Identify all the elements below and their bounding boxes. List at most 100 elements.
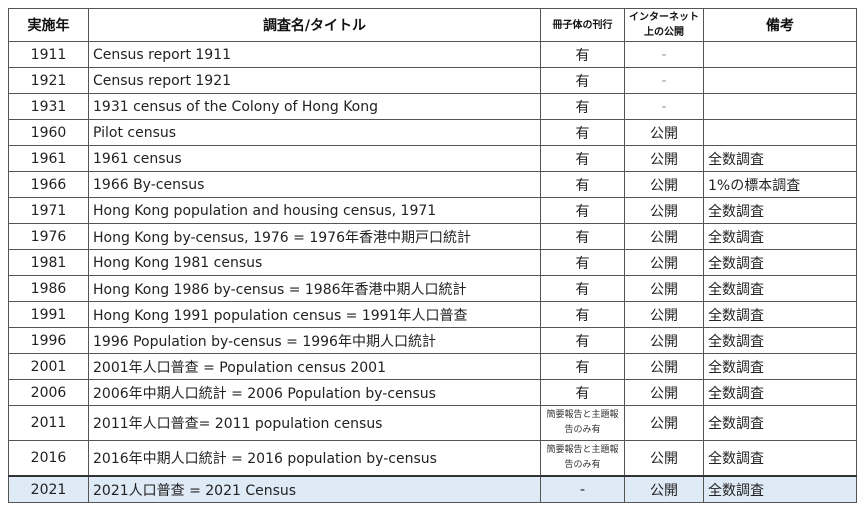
- table-row: 1931 1931 census of the Colony of Hong Ko…: [8, 93, 857, 120]
- title-cell: Hong Kong population and housing census,…: [88, 197, 541, 224]
- table-row: 1991 Hong Kong 1991 population census = 1…: [8, 301, 857, 328]
- year-cell: 1996: [8, 327, 89, 354]
- title-cell: 2011年人口普查= 2011 population census: [88, 405, 541, 441]
- note-cell: 全数調査: [703, 301, 857, 328]
- note-cell: 全数調査: [703, 145, 857, 172]
- note-cell: 全数調査: [703, 327, 857, 354]
- print-cell: 有: [540, 93, 625, 120]
- year-cell: 1971: [8, 197, 89, 224]
- print-cell: 有: [540, 301, 625, 328]
- year-cell: 2011: [8, 405, 89, 441]
- year-cell: 2016: [8, 440, 89, 477]
- year-cell: 1966: [8, 171, 89, 198]
- note-cell: 全数調査: [703, 475, 857, 503]
- note-cell: 全数調査: [703, 405, 857, 441]
- year-cell: 1931: [8, 93, 89, 120]
- note-cell: 全数調査: [703, 440, 857, 477]
- year-cell: 1961: [8, 145, 89, 172]
- title-cell: 2021人口普查 = 2021 Census: [88, 475, 541, 503]
- table-row: 2011 2011年人口普查= 2011 population census 簡要報…: [8, 405, 857, 441]
- title-cell: Hong Kong 1986 by-census = 1986年香港中期人口統計: [88, 275, 541, 302]
- print-cell: -: [540, 475, 625, 503]
- note-cell: 全数調査: [703, 353, 857, 380]
- title-cell: 1961 census: [88, 145, 541, 172]
- year-cell: 1976: [8, 223, 89, 250]
- note-cell: 全数調査: [703, 197, 857, 224]
- year-cell: 1921: [8, 67, 89, 94]
- online-cell: -: [624, 93, 704, 120]
- print-cell: 有: [540, 67, 625, 94]
- note-cell: [703, 119, 857, 146]
- year-cell: 1981: [8, 249, 89, 276]
- table-row: 1921 Census report 1921 有 -: [8, 67, 857, 94]
- print-cell: 有: [540, 249, 625, 276]
- print-cell: 有: [540, 275, 625, 302]
- print-cell: 有: [540, 197, 625, 224]
- title-cell: 2016年中期人口統計 = 2016 population by-census: [88, 440, 541, 477]
- year-cell: 1991: [8, 301, 89, 328]
- online-cell: 公開: [624, 275, 704, 302]
- table-row: 1960 Pilot census 有公開: [8, 119, 857, 146]
- note-cell: 全数調査: [703, 275, 857, 302]
- title-cell: Hong Kong 1981 census: [88, 249, 541, 276]
- table-row: 1971 Hong Kong population and housing cen…: [8, 197, 857, 224]
- online-cell: 公開: [624, 353, 704, 380]
- header-year: 実施年: [8, 8, 89, 42]
- online-cell: 公開: [624, 440, 704, 477]
- census-table: 実施年 調査名/タイトル 冊子体の刊行 インターネット上の公開 備考 1911 C…: [8, 8, 857, 503]
- title-cell: Pilot census: [88, 119, 541, 146]
- print-cell: 有: [540, 353, 625, 380]
- online-cell: 公開: [624, 405, 704, 441]
- title-cell: Census report 1911: [88, 41, 541, 68]
- online-cell: 公開: [624, 171, 704, 198]
- table-row: 1996 1996 Population by-census = 1996年中期人…: [8, 327, 857, 354]
- table-row: 2001 2001年人口普查 = Population census 2001 有公…: [8, 353, 857, 380]
- print-cell: 有: [540, 145, 625, 172]
- header-note: 備考: [703, 8, 857, 42]
- online-cell: 公開: [624, 119, 704, 146]
- online-cell: -: [624, 41, 704, 68]
- table-row: 1961 1961 census 有公開 全数調査: [8, 145, 857, 172]
- online-cell: 公開: [624, 327, 704, 354]
- note-cell: 全数調査: [703, 223, 857, 250]
- title-cell: 2001年人口普查 = Population census 2001: [88, 353, 541, 380]
- year-cell: 1986: [8, 275, 89, 302]
- online-cell: 公開: [624, 223, 704, 250]
- year-cell: 2001: [8, 353, 89, 380]
- online-cell: 公開: [624, 249, 704, 276]
- header-print: 冊子体の刊行: [540, 8, 625, 42]
- title-cell: 1931 census of the Colony of Hong Kong: [88, 93, 541, 120]
- print-cell: 有: [540, 327, 625, 354]
- title-cell: 2006年中期人口統計 = 2006 Population by-census: [88, 379, 541, 406]
- table-row: 1986 Hong Kong 1986 by-census = 1986年香港中期…: [8, 275, 857, 302]
- title-cell: 1966 By-census: [88, 171, 541, 198]
- print-cell: 有: [540, 41, 625, 68]
- note-cell: 1%の標本調査: [703, 171, 857, 198]
- note-cell: 全数調査: [703, 379, 857, 406]
- note-cell: 全数調査: [703, 249, 857, 276]
- online-cell: 公開: [624, 475, 704, 503]
- year-cell: 2006: [8, 379, 89, 406]
- online-cell: -: [624, 67, 704, 94]
- table-row: 1911 Census report 1911 有 -: [8, 41, 857, 68]
- year-cell: 2021: [8, 475, 89, 503]
- header-row: 実施年 調査名/タイトル 冊子体の刊行 インターネット上の公開 備考: [8, 8, 857, 42]
- online-cell: 公開: [624, 301, 704, 328]
- table-row: 2016 2016年中期人口統計 = 2016 population by-cen…: [8, 440, 857, 477]
- print-cell: 簡要報告と主題報告のみ有: [540, 405, 625, 441]
- online-cell: 公開: [624, 379, 704, 406]
- note-cell: [703, 67, 857, 94]
- title-cell: Hong Kong by-census, 1976 = 1976年香港中期戸口統…: [88, 223, 541, 250]
- print-cell: 有: [540, 119, 625, 146]
- table-body: 1911 Census report 1911 有 -1921 Census repor…: [8, 41, 857, 503]
- title-cell: Hong Kong 1991 population census = 1991年…: [88, 301, 541, 328]
- note-cell: [703, 41, 857, 68]
- online-cell: 公開: [624, 145, 704, 172]
- print-cell: 簡要報告と主題報告のみ有: [540, 440, 625, 477]
- print-cell: 有: [540, 171, 625, 198]
- online-cell: 公開: [624, 197, 704, 224]
- table-row: 1966 1966 By-census 有公開 1%の標本調査: [8, 171, 857, 198]
- header-title: 調査名/タイトル: [88, 8, 541, 42]
- table-row: 1976 Hong Kong by-census, 1976 = 1976年香港中…: [8, 223, 857, 250]
- table-row: 2021 2021人口普查 = 2021 Census - 公開 全数調査: [8, 475, 857, 503]
